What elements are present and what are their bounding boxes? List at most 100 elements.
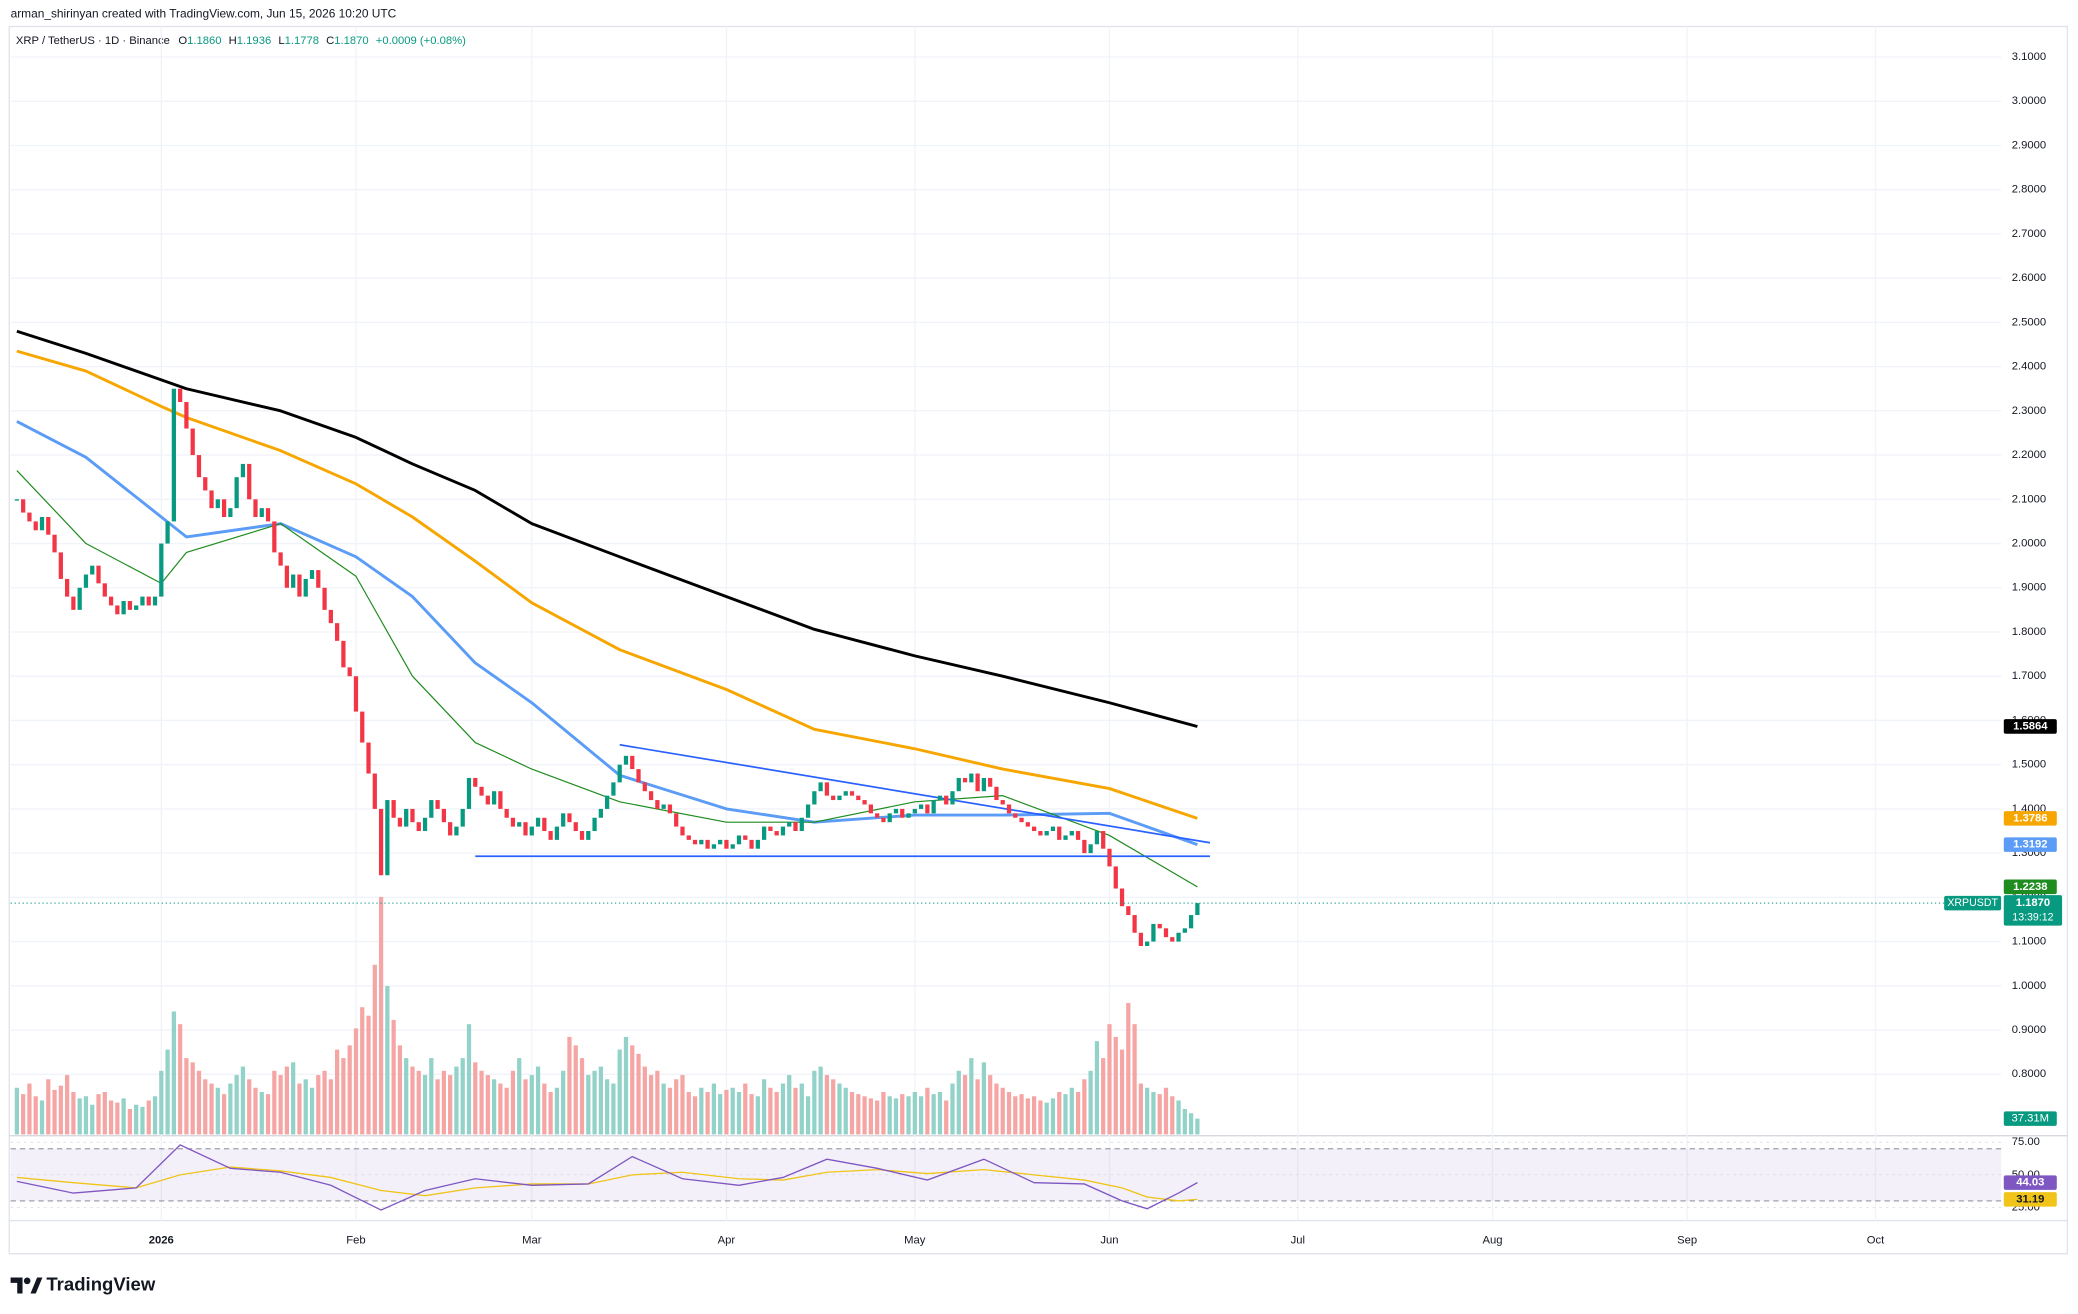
volume-bar (473, 1062, 478, 1135)
volume-bar (969, 1058, 974, 1135)
volume-bar (994, 1083, 999, 1135)
candle (761, 826, 767, 840)
volume-bar (780, 1083, 786, 1135)
y-tick-label: 2.2000 (2012, 449, 2046, 461)
volume-bar (950, 1083, 955, 1135)
candle (567, 813, 572, 823)
volume-bar (730, 1087, 735, 1135)
candle (291, 574, 296, 588)
volume-bar (284, 1066, 290, 1135)
candle (1157, 923, 1162, 929)
candle (893, 808, 899, 814)
volume-bar (887, 1096, 892, 1135)
candle (391, 800, 396, 818)
x-tick-label: Feb (346, 1234, 365, 1246)
volume-bar (749, 1094, 754, 1135)
candle (378, 808, 384, 876)
candle (259, 508, 264, 517)
volume-bar (385, 985, 390, 1135)
candle (768, 826, 773, 832)
volume-bar (422, 1075, 428, 1135)
volume-bar (937, 1092, 943, 1135)
volume-bar (843, 1087, 848, 1135)
candle (661, 804, 666, 809)
candle (887, 813, 892, 823)
candle (1050, 826, 1056, 832)
volume-bars (14, 896, 1200, 1135)
symbol-tag: XRPUSDT (1947, 897, 1998, 909)
candle (1038, 831, 1043, 836)
volume-bar (435, 1079, 440, 1135)
candle (184, 402, 189, 429)
candle (1132, 915, 1137, 933)
countdown: 13:39:12 (2012, 911, 2053, 923)
candle (981, 777, 987, 792)
candle (994, 786, 999, 801)
volume-bar (868, 1098, 873, 1135)
candle (385, 800, 390, 876)
volume-bar (768, 1087, 773, 1135)
volume-bar (140, 1106, 145, 1135)
candle (774, 831, 779, 836)
x-tick-label: Mar (522, 1234, 542, 1246)
volume-bar (454, 1066, 459, 1135)
candle (491, 791, 497, 805)
volume-bar (1107, 1024, 1112, 1135)
volume-bar (605, 1079, 610, 1135)
volume-bar (1038, 1100, 1043, 1135)
volume-bar (335, 1049, 340, 1135)
volume-bar (831, 1079, 836, 1135)
candle (316, 570, 321, 588)
ma-price-tag: 1.3192 (2013, 839, 2047, 851)
candle (1182, 928, 1187, 933)
volume-bar (1063, 1094, 1068, 1135)
volume-bar (1182, 1108, 1187, 1135)
volume-bar (1069, 1087, 1074, 1135)
volume-bar (33, 1096, 38, 1135)
candle (372, 773, 377, 809)
volume-bar (517, 1058, 522, 1135)
y-tick-label: 1.5000 (2012, 759, 2046, 771)
volume-bar (699, 1087, 704, 1135)
candle (209, 490, 214, 509)
volume-bar (498, 1083, 503, 1135)
candle (868, 804, 873, 814)
volume-bar (485, 1075, 490, 1135)
candle (159, 543, 164, 597)
volume-bar (316, 1075, 321, 1135)
candle (1019, 817, 1024, 823)
candle (598, 808, 603, 818)
y-tick-label: 2.8000 (2012, 184, 2046, 196)
candle (404, 808, 409, 827)
volume-bar (975, 1079, 980, 1135)
volume-bar (378, 896, 384, 1135)
candle (818, 782, 823, 792)
candle (692, 839, 698, 845)
candle (1069, 831, 1074, 836)
candle (322, 587, 327, 610)
candle (931, 800, 936, 814)
volume-bar (328, 1079, 333, 1135)
volume-bar (755, 1096, 760, 1135)
volume-bar (561, 1070, 566, 1135)
volume-bar (178, 1024, 183, 1135)
y-tick-label: 1.7000 (2012, 670, 2046, 682)
candle (680, 826, 685, 836)
volume-bar (27, 1083, 32, 1135)
volume-bar (793, 1087, 798, 1135)
volume-bar (96, 1094, 101, 1135)
candle (328, 609, 333, 624)
ohlc-key: C (326, 35, 334, 47)
volume-bar (1176, 1100, 1181, 1135)
y-tick-label: 3.1000 (2012, 51, 2046, 63)
candle (297, 574, 302, 597)
volume-bar (818, 1066, 823, 1135)
candle (190, 428, 195, 456)
candle (397, 817, 403, 827)
x-tick-label: Jun (1100, 1234, 1118, 1246)
volume-bar (491, 1079, 497, 1135)
volume-bar (655, 1070, 660, 1135)
candle (140, 596, 145, 606)
candle (1119, 888, 1125, 907)
volume-bar (115, 1102, 120, 1135)
